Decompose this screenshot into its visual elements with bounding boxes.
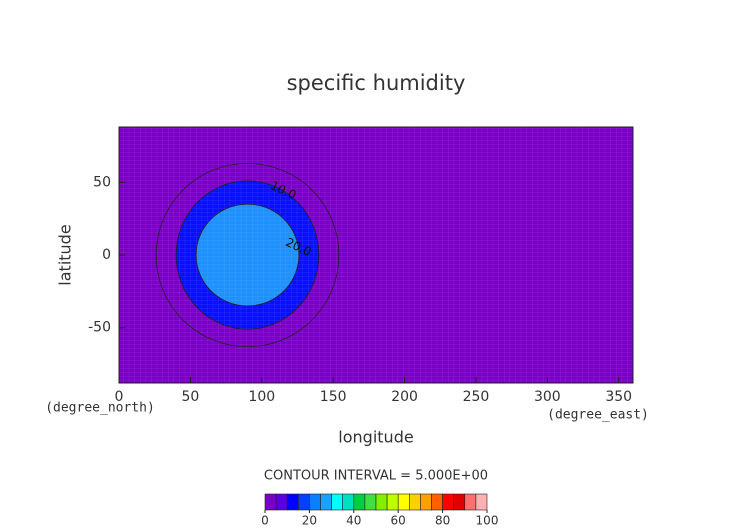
y-tick-label: 0 xyxy=(102,247,111,263)
contour-line xyxy=(195,203,300,307)
colorbar-cell xyxy=(331,493,344,511)
colorbar-cell xyxy=(297,493,310,511)
grid-texture xyxy=(119,127,633,383)
x-tick-label: 350 xyxy=(605,389,632,405)
y-unit: (degree_north) xyxy=(45,401,155,416)
plot-area: 10.020.0 xyxy=(119,127,633,383)
x-tick-label: 300 xyxy=(534,389,561,405)
x-tick-label: 200 xyxy=(391,389,418,405)
colorbar-cell xyxy=(475,493,488,511)
colorbar-cell xyxy=(442,493,455,511)
colorbar-cell xyxy=(375,493,388,511)
colorbar-cell xyxy=(408,493,421,511)
y-tick-label: 50 xyxy=(93,174,111,190)
chart-title: specific humidity xyxy=(287,71,466,95)
colorbar-tick-label: 40 xyxy=(346,514,361,528)
colorbar-tick-label: 100 xyxy=(476,514,499,528)
x-tick-label: 100 xyxy=(248,389,275,405)
colorbar-tick-label: 80 xyxy=(435,514,450,528)
colorbar-cell xyxy=(453,493,466,511)
colorbar-cell xyxy=(386,493,399,511)
contour-interval: CONTOUR INTERVAL = 5.000E+00 xyxy=(264,469,488,484)
x-tick-label: 0 xyxy=(115,389,124,405)
colorbar-cell xyxy=(320,493,332,511)
colorbar-cell xyxy=(420,493,432,511)
x-unit: (degree_east) xyxy=(547,408,649,423)
colorbar-cell xyxy=(309,493,321,511)
x-tick-label: 250 xyxy=(463,389,490,405)
colorbar-cell xyxy=(264,493,277,511)
colorbar-cell xyxy=(431,493,443,511)
colorbar-cell xyxy=(275,493,288,511)
x-tick-label: 50 xyxy=(181,389,199,405)
colorbar-cell xyxy=(286,493,299,511)
colorbar-cell xyxy=(353,493,366,511)
y-axis-label: latitude xyxy=(56,224,75,285)
colorbar-cell xyxy=(364,493,377,511)
x-tick-label: 150 xyxy=(320,389,347,405)
contour-line xyxy=(175,180,320,330)
colorbar-tick-label: 20 xyxy=(302,514,317,528)
colorbar-cell xyxy=(397,493,410,511)
x-axis-label: longitude xyxy=(338,428,413,447)
colorbar-cell xyxy=(342,493,355,511)
colorbar-tick-label: 60 xyxy=(391,514,406,528)
contour-line xyxy=(155,162,340,348)
colorbar-cell xyxy=(464,493,477,511)
colorbar-tick-label: 0 xyxy=(261,514,269,528)
y-tick-label: -50 xyxy=(88,320,111,336)
